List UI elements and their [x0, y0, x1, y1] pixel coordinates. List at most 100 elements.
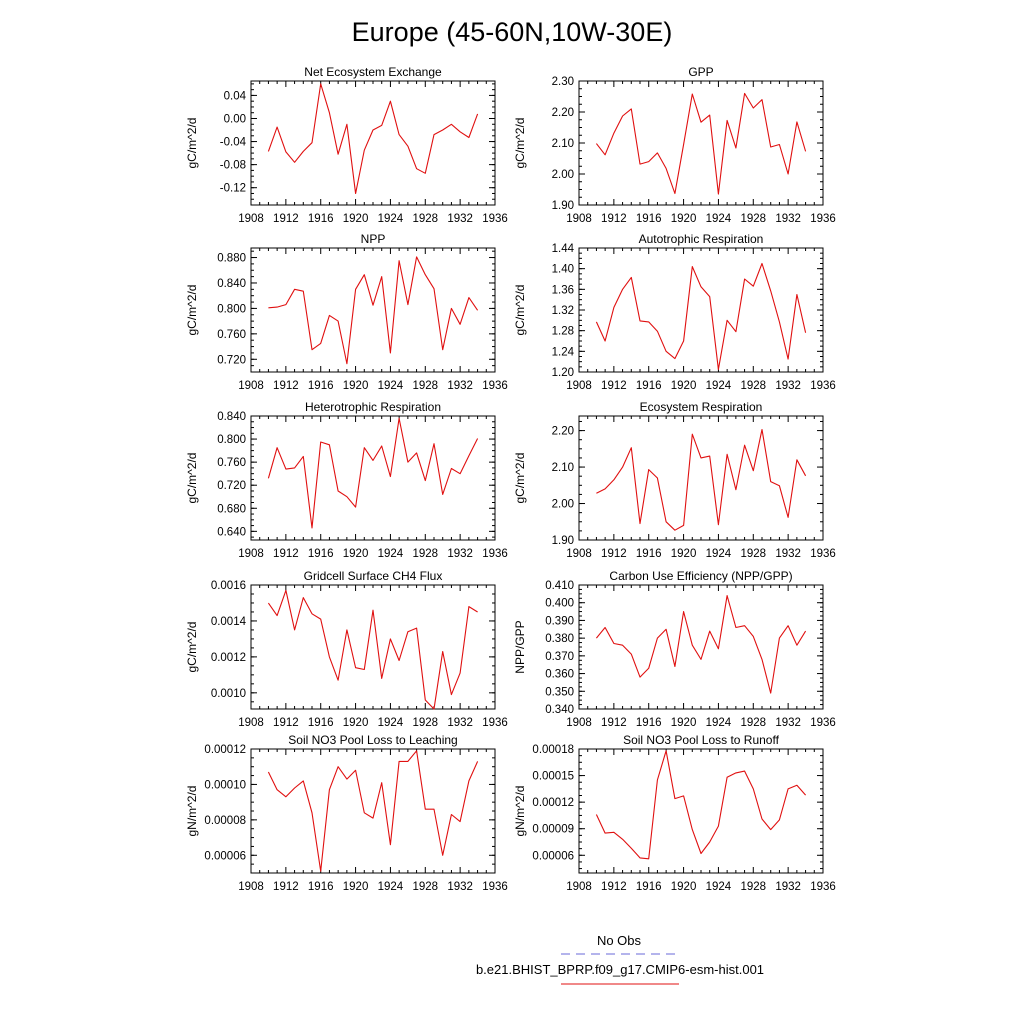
y-axis-label: gC/m^2/d	[185, 285, 199, 336]
x-tick-label: 1920	[343, 548, 369, 560]
plot-frame	[250, 584, 496, 710]
panel-title: Autotrophic Respiration	[639, 232, 764, 246]
series-line	[596, 428, 807, 531]
x-tick-label: 1932	[447, 213, 473, 225]
legend-obs-label: No Obs	[597, 933, 642, 948]
y-tick-label: 0.720	[217, 480, 246, 492]
plot-frame	[250, 748, 496, 874]
x-tick-label: 1912	[273, 548, 299, 560]
x-tick-label: 1936	[810, 380, 836, 392]
x-tick-label: 1932	[447, 548, 473, 560]
panel-title: NPP	[361, 232, 386, 246]
y-axis-label: gN/m^2/d	[185, 786, 199, 837]
x-tick-label: 1936	[810, 881, 836, 893]
x-tick-label: 1912	[601, 548, 627, 560]
panels: Net Ecosystem Exchange gC/m^2/d 1908 1912 19…	[185, 65, 836, 893]
plot-frame	[250, 247, 496, 373]
y-tick-label: -0.12	[220, 183, 246, 195]
x-tick-label: 1928	[740, 717, 766, 729]
x-tick-label: 1924	[378, 881, 404, 893]
x-tick-label: 1924	[378, 717, 404, 729]
x-tick-label: 1912	[273, 717, 299, 729]
series-line	[595, 92, 807, 195]
x-tick-label: 1912	[601, 380, 627, 392]
y-tick-label: 2.20	[552, 107, 574, 119]
x-tick-label: 1920	[343, 717, 369, 729]
y-tick-label: 0.0016	[211, 580, 246, 592]
panel-4: Autotrophic Respiration gC/m^2/d 1908 1912 1…	[513, 232, 836, 392]
x-tick-label: 1924	[706, 380, 732, 392]
panel-title: GPP	[688, 65, 713, 79]
x-tick-label: 1916	[308, 380, 334, 392]
series-line	[267, 750, 479, 872]
y-tick-label: 0.340	[545, 704, 574, 716]
y-tick-label: 1.90	[552, 200, 574, 212]
series-line	[595, 262, 807, 370]
x-tick-label: 1932	[447, 717, 473, 729]
x-tick-label: 1924	[706, 213, 732, 225]
x-tick-label: 1916	[308, 881, 334, 893]
x-tick-label: 1916	[636, 717, 662, 729]
x-tick-label: 1908	[238, 717, 264, 729]
y-tick-label: 0.640	[217, 526, 246, 538]
panel-5: Heterotrophic Respiration gC/m^2/d 1908 191…	[185, 400, 508, 560]
x-tick-label: 1920	[671, 881, 697, 893]
y-tick-label: 0.00010	[204, 779, 246, 791]
x-tick-label: 1928	[740, 380, 766, 392]
x-tick-label: 1932	[775, 881, 801, 893]
y-tick-label: 0.00012	[532, 797, 574, 809]
x-tick-label: 1932	[447, 380, 473, 392]
x-tick-label: 1924	[706, 717, 732, 729]
x-tick-label: 1912	[601, 213, 627, 225]
panel-title: Ecosystem Respiration	[640, 400, 763, 414]
y-tick-label: 0.400	[545, 598, 574, 610]
series-line	[595, 595, 807, 694]
y-tick-label: 2.00	[552, 499, 574, 511]
panel-6: Ecosystem Respiration gC/m^2/d 1908 1912 191…	[513, 400, 836, 560]
y-tick-label: -0.08	[220, 160, 246, 172]
panel-8: Carbon Use Efficiency (NPP/GPP) NPP/GPP 19…	[513, 569, 836, 729]
x-tick-label: 1924	[378, 548, 404, 560]
y-tick-label: 2.10	[552, 462, 574, 474]
y-tick-label: 1.90	[552, 535, 574, 547]
y-tick-label: 0.350	[545, 686, 574, 698]
y-tick-label: 0.04	[224, 90, 247, 102]
y-tick-label: 2.10	[552, 138, 574, 150]
x-tick-label: 1936	[810, 213, 836, 225]
x-tick-label: 1932	[447, 881, 473, 893]
x-tick-label: 1920	[343, 881, 369, 893]
x-tick-label: 1916	[636, 213, 662, 225]
x-tick-label: 1936	[482, 717, 508, 729]
x-tick-label: 1936	[810, 717, 836, 729]
panel-title: Net Ecosystem Exchange	[304, 65, 442, 79]
x-tick-label: 1908	[238, 548, 264, 560]
y-tick-label: 0.00012	[204, 744, 246, 756]
series-line	[267, 589, 478, 710]
x-tick-label: 1908	[566, 213, 592, 225]
panel-1: Net Ecosystem Exchange gC/m^2/d 1908 1912 19…	[185, 65, 508, 225]
y-tick-label: 1.24	[552, 346, 575, 358]
y-tick-label: 0.0010	[211, 688, 246, 700]
panel-10: Soil NO3 Pool Loss to Runoff gN/m^2/d 1908…	[513, 733, 836, 893]
panel-title: Soil NO3 Pool Loss to Leaching	[288, 733, 457, 747]
y-axis-label: gN/m^2/d	[513, 786, 527, 837]
plot-frame	[578, 80, 824, 206]
x-tick-label: 1920	[343, 213, 369, 225]
y-tick-label: 1.40	[552, 264, 574, 276]
panel-2: GPP gC/m^2/d 1908 1912 1916 1920 1924 1928 1932 1…	[513, 65, 836, 225]
y-tick-label: 0.00006	[532, 850, 574, 862]
plot-frame	[578, 584, 824, 710]
x-tick-label: 1916	[308, 213, 334, 225]
y-axis-label: gC/m^2/d	[513, 453, 527, 504]
x-tick-label: 1916	[636, 548, 662, 560]
plot-frame	[250, 80, 496, 206]
x-tick-label: 1928	[412, 380, 438, 392]
x-tick-label: 1912	[273, 881, 299, 893]
x-tick-label: 1924	[378, 380, 404, 392]
y-tick-label: 1.36	[552, 284, 574, 296]
y-tick-label: 1.20	[552, 367, 574, 379]
panel-title: Gridcell Surface CH4 Flux	[304, 569, 443, 583]
y-tick-label: 0.720	[217, 354, 246, 366]
x-tick-label: 1936	[482, 380, 508, 392]
panel-3: NPP gC/m^2/d 1908 1912 1916 1920 1924 1928 1932 1…	[185, 232, 508, 392]
